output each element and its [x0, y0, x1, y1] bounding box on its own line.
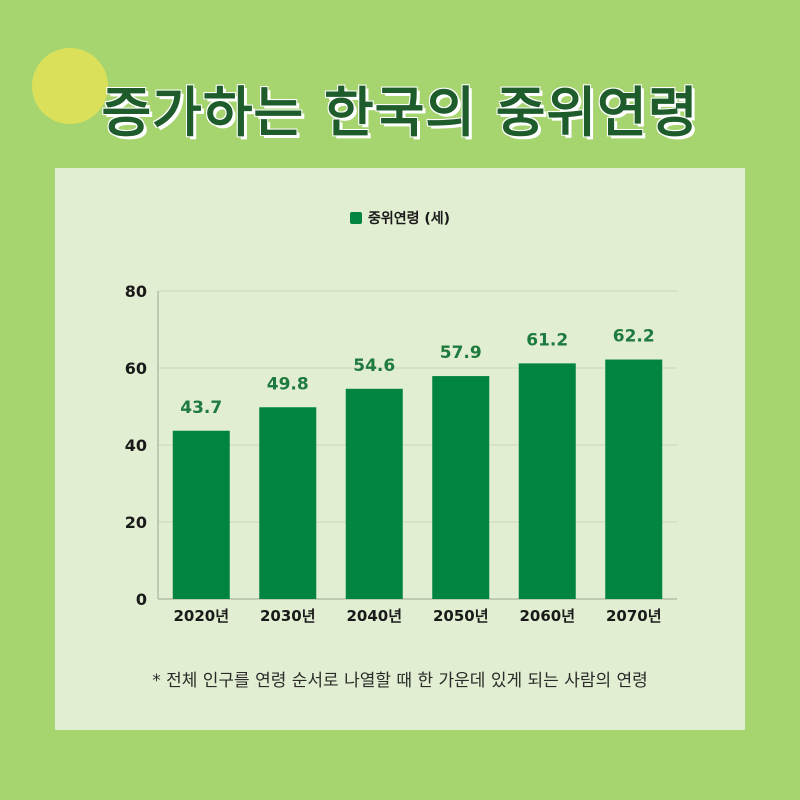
y-tick-label: 20 [125, 513, 147, 532]
data-label: 62.2 [613, 327, 655, 347]
page-title: 증가하는 한국의 중위연령 [101, 81, 699, 144]
x-tick-label: 2040년 [346, 607, 402, 625]
chart-panel: 중위연령 (세) 0 20 40 60 80 43.7 2020년 49.8 2030년 54.6… [55, 168, 745, 730]
y-tick-label: 60 [125, 359, 147, 378]
bar [605, 359, 663, 599]
bar [345, 388, 403, 599]
footnote: * 전체 인구를 연령 순서로 나열할 때 한 가운데 있게 되는 사람의 연령 [152, 671, 648, 691]
decorative-circle [32, 48, 108, 124]
chart-legend: 중위연령 (세) [55, 208, 745, 228]
x-tick-label: 2050년 [433, 607, 489, 625]
bar [172, 430, 230, 599]
legend-swatch [349, 212, 362, 224]
x-tick-label: 2030년 [260, 607, 316, 625]
data-label: 43.7 [180, 398, 222, 418]
y-tick-label: 40 [125, 436, 147, 455]
data-label: 49.8 [267, 374, 309, 394]
data-label: 54.6 [353, 356, 395, 376]
x-tick-label: 2070년 [606, 607, 662, 625]
bar [432, 376, 490, 599]
bar-chart: 0 20 40 60 80 43.7 2020년 49.8 2030년 54.6 2040년 57.9… [125, 282, 677, 625]
data-label: 61.2 [526, 330, 568, 350]
x-tick-label: 2020년 [173, 607, 229, 625]
x-tick-label: 2060년 [519, 607, 575, 625]
y-tick-label: 0 [136, 590, 147, 609]
y-tick-label: 80 [125, 282, 147, 301]
bar [259, 407, 317, 599]
bar [518, 363, 576, 599]
legend-label: 중위연령 (세) [367, 211, 451, 227]
data-label: 57.9 [440, 343, 482, 363]
